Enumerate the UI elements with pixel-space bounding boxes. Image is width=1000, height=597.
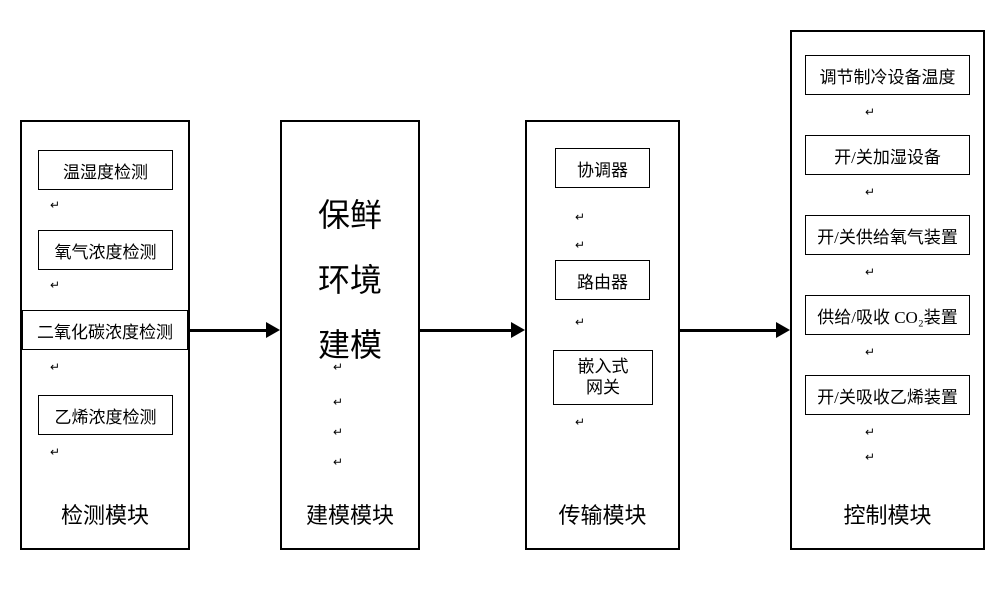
transport-item-1-text: 路由器	[577, 268, 628, 293]
arrow-head-icon	[266, 322, 280, 338]
detection-item-1-text: 氧气浓度检测	[55, 238, 157, 263]
transport-item-0-text: 协调器	[577, 156, 628, 181]
enter-mark-icon: ↵	[50, 445, 60, 460]
control-item-3-text: 供给/吸收 CO₂装置	[817, 303, 958, 328]
arrow-line	[420, 329, 513, 332]
control-item-2-text: 开/关供给氧气装置	[817, 223, 958, 248]
control-item-0: 调节制冷设备温度	[805, 55, 970, 95]
control-item-1-text: 开/关加湿设备	[834, 143, 941, 168]
transport-item-1: 路由器	[555, 260, 650, 300]
enter-mark-icon: ↵	[865, 265, 875, 280]
detection-item-0-text: 温湿度检测	[63, 158, 148, 183]
transport-item-2: 嵌入式 网关	[553, 350, 653, 405]
control-item-4-text: 开/关吸收乙烯装置	[817, 383, 958, 408]
module-control-label: 控制模块	[792, 498, 983, 530]
enter-mark-icon: ↵	[333, 425, 343, 440]
enter-mark-icon: ↵	[333, 395, 343, 410]
enter-mark-icon: ↵	[865, 345, 875, 360]
module-transport-label: 传输模块	[527, 498, 678, 530]
module-modeling-label: 建模模块	[282, 498, 418, 530]
control-item-4: 开/关吸收乙烯装置	[805, 375, 970, 415]
enter-mark-icon: ↵	[865, 425, 875, 440]
detection-item-0: 温湿度检测	[38, 150, 173, 190]
enter-mark-icon: ↵	[575, 315, 585, 330]
arrow-head-icon	[511, 322, 525, 338]
module-detection-label: 检测模块	[22, 498, 188, 530]
control-item-2: 开/关供给氧气装置	[805, 215, 970, 255]
enter-mark-icon: ↵	[865, 185, 875, 200]
enter-mark-icon: ↵	[333, 360, 343, 375]
diagram-canvas: 检测模块 温湿度检测 氧气浓度检测 二氧化碳浓度检测 乙烯浓度检测 建模模块 保…	[0, 0, 1000, 597]
modeling-big-text-2: 建模	[280, 320, 420, 366]
enter-mark-icon: ↵	[50, 198, 60, 213]
enter-mark-icon: ↵	[575, 415, 585, 430]
modeling-big-text-0: 保鲜	[280, 190, 420, 236]
enter-mark-icon: ↵	[865, 450, 875, 465]
control-item-0-text: 调节制冷设备温度	[820, 63, 956, 88]
detection-item-3-text: 乙烯浓度检测	[55, 403, 157, 428]
control-item-3: 供给/吸收 CO₂装置	[805, 295, 970, 335]
detection-item-2: 二氧化碳浓度检测	[22, 310, 188, 350]
arrow-line	[190, 329, 268, 332]
modeling-big-text-1: 环境	[280, 255, 420, 301]
control-item-1: 开/关加湿设备	[805, 135, 970, 175]
module-control: 控制模块	[790, 30, 985, 550]
enter-mark-icon: ↵	[865, 105, 875, 120]
enter-mark-icon: ↵	[575, 238, 585, 253]
enter-mark-icon: ↵	[50, 360, 60, 375]
transport-item-2-text: 嵌入式 网关	[578, 357, 629, 398]
enter-mark-icon: ↵	[50, 278, 60, 293]
arrow-head-icon	[776, 322, 790, 338]
transport-item-0: 协调器	[555, 148, 650, 188]
detection-item-2-text: 二氧化碳浓度检测	[37, 318, 173, 343]
detection-item-3: 乙烯浓度检测	[38, 395, 173, 435]
enter-mark-icon: ↵	[575, 210, 585, 225]
detection-item-1: 氧气浓度检测	[38, 230, 173, 270]
arrow-line	[680, 329, 778, 332]
enter-mark-icon: ↵	[333, 455, 343, 470]
